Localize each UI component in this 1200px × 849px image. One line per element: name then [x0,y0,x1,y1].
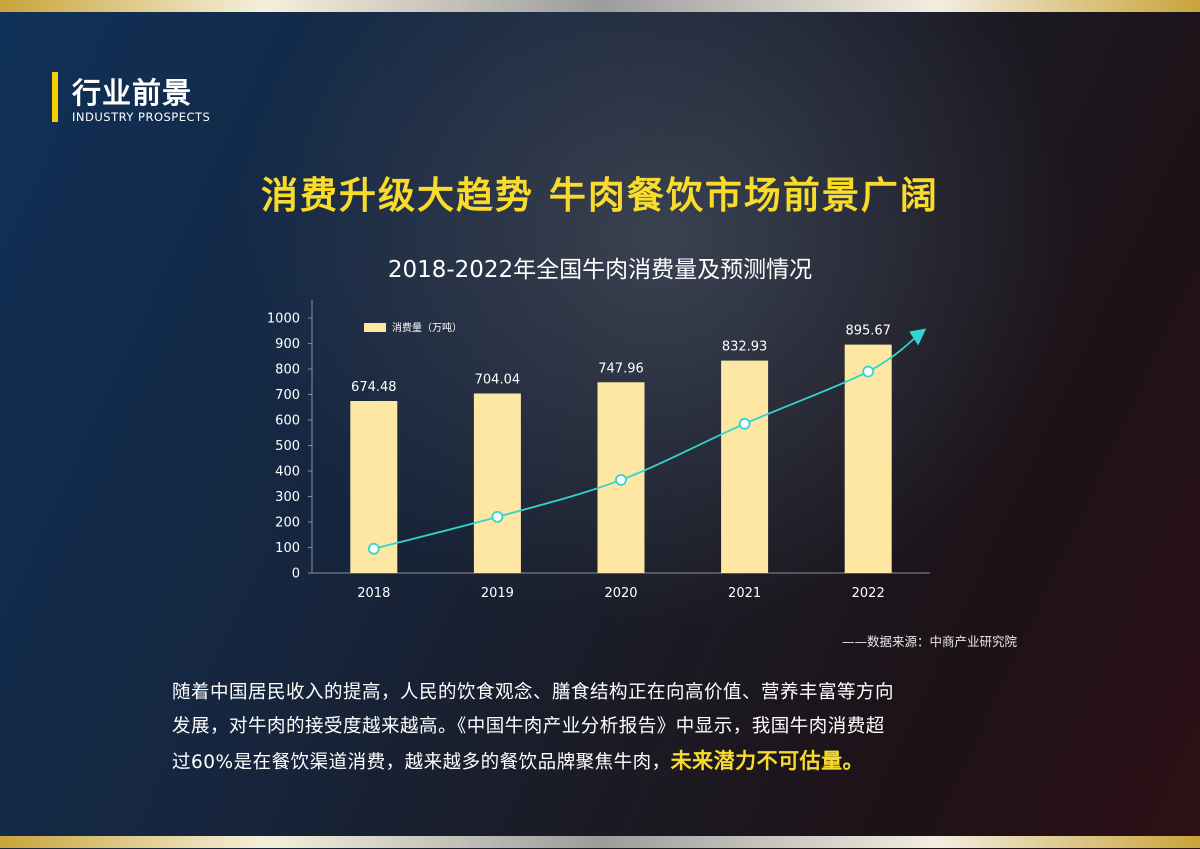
body-line-3-text: 过60%是在餐饮渠道消费，越来越多的餐饮品牌聚焦牛肉， [172,752,671,773]
y-tick-label: 500 [275,439,300,454]
section-subtitle: INDUSTRY PROSPECTS [72,110,211,124]
bar-value-label: 674.48 [351,380,397,395]
bar-2019 [473,393,521,573]
bar-2021 [721,360,769,573]
y-tick-label: 900 [275,337,300,352]
bar-value-label: 704.04 [475,372,521,387]
body-line-1: 随着中国居民收入的提高，人民的饮食观念、膳食结构正在向高价值、营养丰富等方向 [172,682,895,703]
section-accent-bar [52,72,58,122]
y-tick-label: 700 [275,388,300,403]
trend-point-2020 [615,474,627,486]
y-tick-label: 100 [275,541,300,556]
body-line-2: 发展，对牛肉的接受度越来越高。《中国牛肉产业分析报告》中显示，我国牛肉消费超 [172,716,885,737]
bar-value-label: 747.96 [598,361,644,376]
trend-arrow-head [909,328,927,346]
consumption-chart: 0 100 200 300 400 500 600 700 800 900 1000 674.48 20… [267,300,930,601]
y-tick-label: 0 [292,567,300,582]
trend-line [373,332,921,550]
chart-title: 2018-2022年全国牛肉消费量及预测情况 [387,257,813,283]
legend-swatch [364,323,386,332]
bar-2022 [844,344,892,573]
top-frame-bar [0,0,1200,12]
trend-point-2019 [491,510,504,523]
body-line-3: 过60%是在餐饮渠道消费，越来越多的餐饮品牌聚焦牛肉，未来潜力不可估量。 [172,744,1002,780]
y-tick-label: 1000 [267,312,300,327]
y-tick-label: 200 [275,516,300,531]
y-tick-label: 600 [275,414,300,429]
y-tick-label: 800 [275,363,300,378]
body-paragraph: 随着中国居民收入的提高，人民的饮食观念、膳食结构正在向高价值、营养丰富等方向 发… [172,676,1002,780]
bar-value-label: 832.93 [722,340,768,355]
section-title: 行业前景 [72,76,193,110]
headline: 消费升级大趋势 牛肉餐饮市场前景广阔 [261,174,939,217]
x-tick-label: 2019 [481,586,514,601]
legend-label: 消费量（万吨） [392,321,462,334]
x-tick-label: 2018 [357,586,390,601]
body-highlight: 未来潜力不可估量。 [670,749,865,773]
y-tick-label: 400 [275,465,300,480]
trend-point-2022 [862,365,875,378]
data-source: ——数据来源：中商产业研究院 [842,634,1018,649]
x-tick-label: 2022 [852,586,885,601]
bottom-frame-bar [0,836,1200,848]
x-tick-label: 2020 [604,586,637,601]
trend-point-2021 [738,417,751,430]
y-tick-label: 300 [275,490,300,505]
x-tick-label: 2021 [728,586,761,601]
trend-point-2018 [367,542,380,555]
bar-value-label: 895.67 [845,324,891,339]
